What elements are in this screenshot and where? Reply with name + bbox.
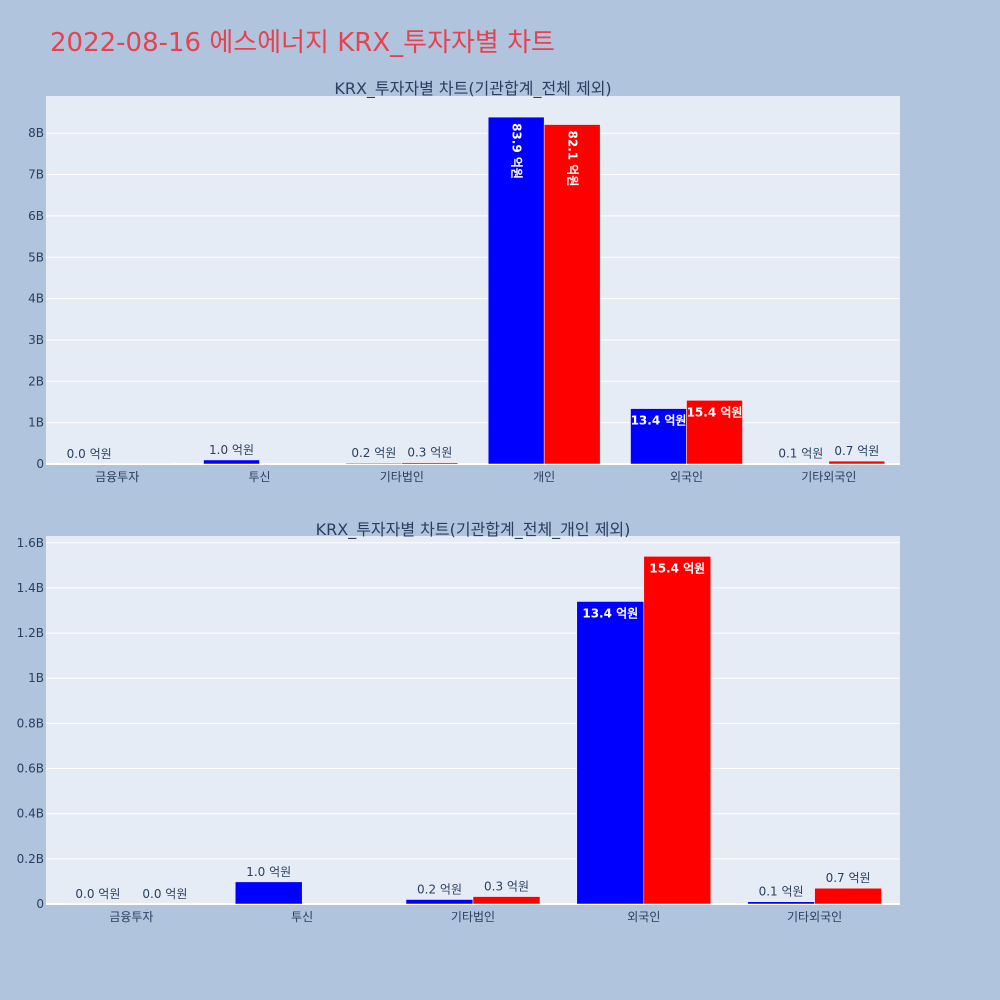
data-label: 0.1 억원 (759, 885, 804, 899)
y-tick-label: 1.2B (17, 626, 44, 640)
chart-top: KRX_투자자별 차트(기관합계_전체 제외) 0 1B 2B 3B 4B 5B 6B 7B 8B… (28, 79, 900, 484)
y-tick-label: 6B (28, 209, 44, 223)
y-tick-label: 3B (28, 333, 44, 347)
y-tick-label: 0.4B (17, 807, 44, 821)
data-label: 13.4 억원 (631, 414, 687, 428)
bar (814, 887, 882, 905)
data-label: 0.7 억원 (826, 871, 871, 885)
bar (643, 556, 712, 905)
x-tick-label: 투신 (291, 910, 313, 924)
x-tick-label: 기타법인 (380, 470, 424, 484)
bar (576, 601, 645, 905)
bar (234, 881, 303, 905)
data-label: 0.0 억원 (142, 887, 187, 901)
data-label: 83.9 억원 (510, 123, 524, 179)
y-tick-label: 8B (28, 126, 44, 140)
x-tick-label: 기타외국인 (787, 910, 842, 924)
bar (345, 462, 403, 465)
x-tick-label: 외국인 (670, 470, 703, 484)
plot-area (46, 536, 900, 904)
x-tick-label: 금융투자 (109, 910, 153, 924)
y-tick-label: 0.8B (17, 716, 44, 730)
data-label: 0.7 억원 (834, 444, 879, 458)
bar (686, 400, 743, 465)
data-label: 1.0 억원 (246, 865, 291, 879)
y-tick-label: 0.6B (17, 762, 44, 776)
bar (828, 460, 886, 465)
y-tick-label: 1.6B (17, 536, 44, 550)
y-tick-label: 0.2B (17, 852, 44, 866)
data-label: 82.1 억원 (566, 131, 580, 187)
x-tick-label: 외국인 (627, 910, 660, 924)
bar (472, 896, 541, 905)
data-label: 15.4 억원 (649, 561, 705, 575)
y-tick-label: 5B (28, 250, 44, 264)
data-label: 0.2 억원 (351, 446, 396, 460)
x-tick-label: 기타법인 (451, 910, 495, 924)
data-label: 1.0 억원 (209, 443, 254, 457)
data-label: 0.2 억원 (417, 882, 462, 896)
x-tick-label: 투신 (248, 470, 270, 484)
chart-bottom: KRX_투자자별 차트(기관합계_전체_개인 제외) 0 0.2B 0.4B 0.6B 0… (17, 520, 900, 924)
data-label: 0.3 억원 (484, 880, 529, 894)
bar (203, 459, 260, 465)
data-label: 0.0 억원 (75, 887, 120, 901)
bar (405, 899, 474, 905)
page-title: 2022-08-16 에스에너지 KRX_투자자별 차트 (50, 28, 555, 58)
y-tick-label: 7B (28, 168, 44, 182)
data-label: 13.4 억원 (582, 606, 638, 620)
bar (543, 124, 601, 465)
y-tick-label: 4B (28, 292, 44, 306)
bar (401, 462, 459, 465)
y-tick-label: 2B (28, 374, 44, 388)
y-tick-label: 1.4B (17, 581, 44, 595)
x-tick-label: 기타외국인 (801, 470, 856, 484)
data-label: 0.1 억원 (778, 447, 823, 461)
data-label: 15.4 억원 (687, 405, 743, 419)
bar (747, 901, 815, 905)
x-tick-label: 개인 (533, 470, 555, 484)
chart-subtitle: KRX_투자자별 차트(기관합계_전체 제외) (334, 79, 611, 99)
y-tick-label: 1B (28, 671, 44, 685)
y-tick-label: 0 (36, 457, 44, 471)
x-tick-label: 금융투자 (95, 470, 139, 484)
y-tick-label: 1B (28, 416, 44, 430)
y-tick-label: 0 (36, 897, 44, 911)
chart-subtitle: KRX_투자자별 차트(기관합계_전체_개인 제외) (316, 520, 631, 540)
data-label: 0.0 억원 (67, 447, 112, 461)
data-label: 0.3 억원 (407, 446, 452, 460)
bar (630, 408, 687, 465)
plot-area (46, 96, 900, 464)
